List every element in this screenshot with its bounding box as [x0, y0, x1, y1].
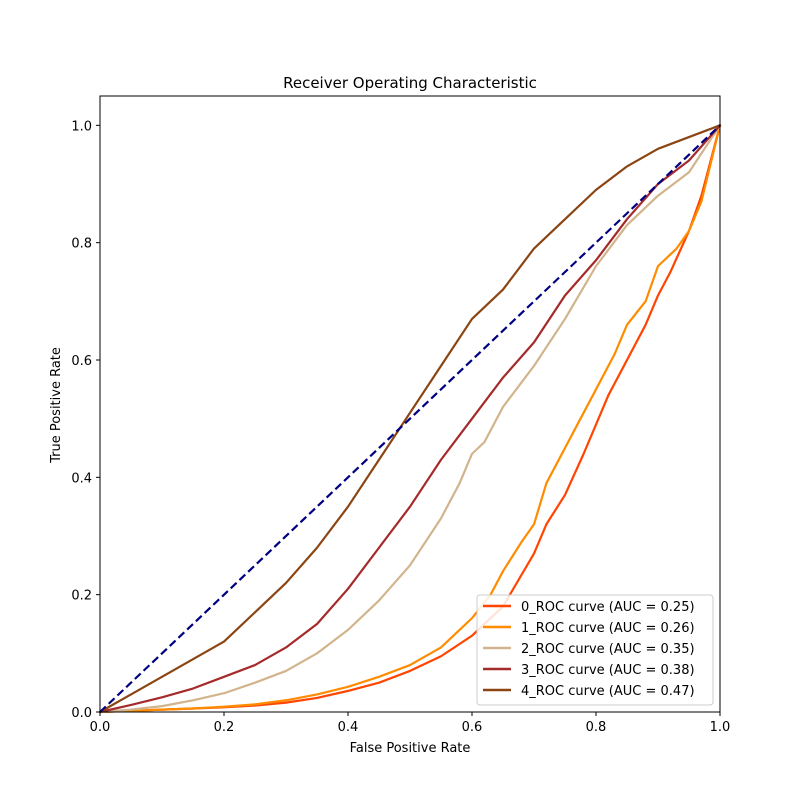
- x-tick-label: 0.8: [586, 720, 607, 735]
- x-axis-label: False Positive Rate: [350, 741, 471, 756]
- x-tick-label: 1.0: [710, 720, 731, 735]
- roc-curve-2: [98, 124, 722, 714]
- y-tick-label: 1.0: [71, 119, 92, 134]
- axes-frame: [99, 95, 721, 713]
- y-tick-label: 0.0: [71, 706, 92, 721]
- y-tick-label: 0.4: [71, 471, 92, 486]
- legend-label-2: 2_ROC curve (AUC = 0.35): [521, 642, 695, 657]
- legend-label-3: 3_ROC curve (AUC = 0.38): [521, 663, 695, 678]
- roc-curve-1: [98, 124, 722, 714]
- legend-label-0: 0_ROC curve (AUC = 0.25): [521, 600, 695, 615]
- x-tick-label: 0.4: [338, 720, 359, 735]
- y-tick-label: 0.2: [71, 589, 92, 604]
- legend-label-4: 4_ROC curve (AUC = 0.47): [521, 684, 695, 699]
- y-tick-label: 0.8: [71, 237, 92, 252]
- y-tick-label: 0.6: [71, 354, 92, 369]
- roc-curve-4: [98, 124, 722, 714]
- roc-curve-3: [98, 124, 722, 714]
- plot-area: [98, 95, 722, 714]
- x-axis-ticks: 0.0 0.2 0.4 0.6 0.8 1.0: [90, 712, 731, 735]
- chart-title: Receiver Operating Characteristic: [283, 74, 537, 92]
- y-axis-ticks: 0.0 0.2 0.4 0.6 0.8 1.0: [71, 119, 100, 721]
- x-tick-label: 0.6: [462, 720, 483, 735]
- y-axis-label: True Positive Rate: [49, 347, 64, 464]
- legend-box: [476, 594, 714, 706]
- legend-label-1: 1_ROC curve (AUC = 0.26): [521, 621, 695, 636]
- x-tick-label: 0.2: [214, 720, 235, 735]
- diagonal-reference-line: [99, 124, 721, 713]
- x-tick-label: 0.0: [90, 720, 111, 735]
- legend: 0_ROC curve (AUC = 0.25) 1_ROC curve (AUC…: [476, 594, 714, 706]
